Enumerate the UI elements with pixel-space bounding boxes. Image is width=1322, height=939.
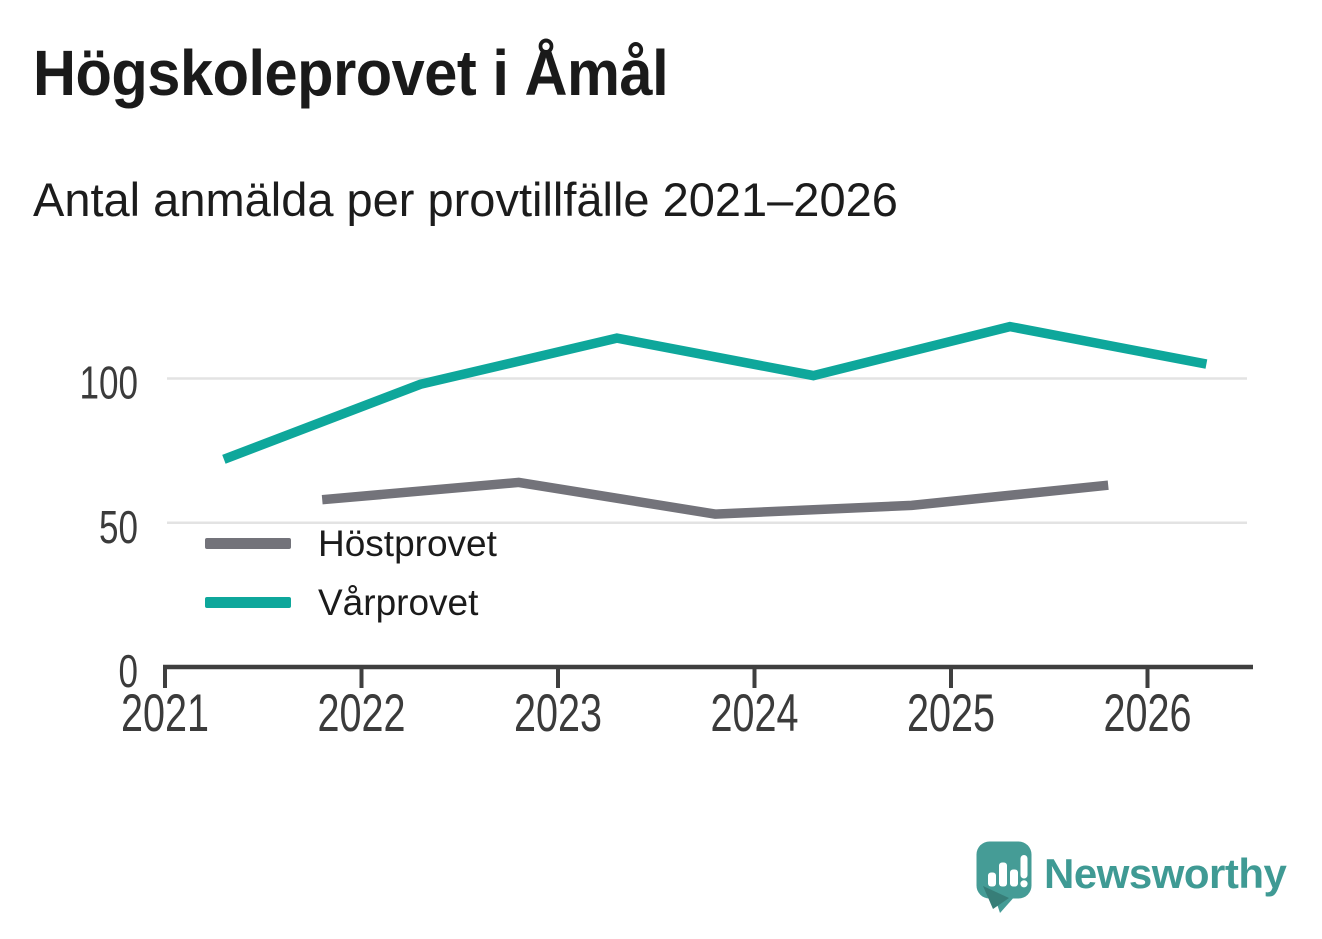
legend-label-varprovet: Vårprovet <box>318 581 479 623</box>
y-axis-tick-label-0: 0 <box>119 645 139 697</box>
newsworthy-logo-text: Newsworthy <box>1044 850 1287 897</box>
x-axis-tick-label-2023: 2023 <box>514 684 602 743</box>
page-title: Högskoleprovet i Åmål <box>33 37 669 109</box>
x-axis-tick-label-2024: 2024 <box>711 684 799 743</box>
logo-exclamation-dot-icon <box>1020 880 1028 888</box>
x-axis-tick-label-2022: 2022 <box>318 684 406 743</box>
series-line-varprovet <box>222 321 1208 464</box>
x-axis-tick-label-2025: 2025 <box>907 684 995 743</box>
newsworthy-logo-icon <box>976 841 1032 913</box>
x-axis-tick-label-2026: 2026 <box>1104 684 1192 743</box>
logo-chart-bar-1-icon <box>988 872 996 887</box>
x-axis-tick-label-2021: 2021 <box>121 684 209 743</box>
logo-chart-bar-2-icon <box>999 862 1007 887</box>
legend-item-varprovet: Vårprovet <box>205 573 497 632</box>
y-axis-tick-label-100: 100 <box>80 357 139 409</box>
logo-chart-bar-3-icon <box>1010 869 1018 887</box>
series-line-hostprovet <box>321 477 1109 519</box>
chart-legend: Höstprovet Vårprovet <box>205 514 497 632</box>
chart-subtitle: Antal anmälda per provtillfälle 2021–202… <box>33 173 898 226</box>
legend-item-hostprovet: Höstprovet <box>205 514 497 573</box>
legend-swatch-hostprovet <box>205 537 291 550</box>
logo-exclamation-bar-icon <box>1020 855 1028 879</box>
legend-swatch-varprovet <box>205 596 291 609</box>
newsworthy-logo: Newsworthy <box>976 841 1287 915</box>
logo-bubble-shadow <box>983 886 1009 909</box>
legend-label-hostprovet: Höstprovet <box>318 522 497 564</box>
y-axis-tick-label-50: 50 <box>99 501 138 553</box>
